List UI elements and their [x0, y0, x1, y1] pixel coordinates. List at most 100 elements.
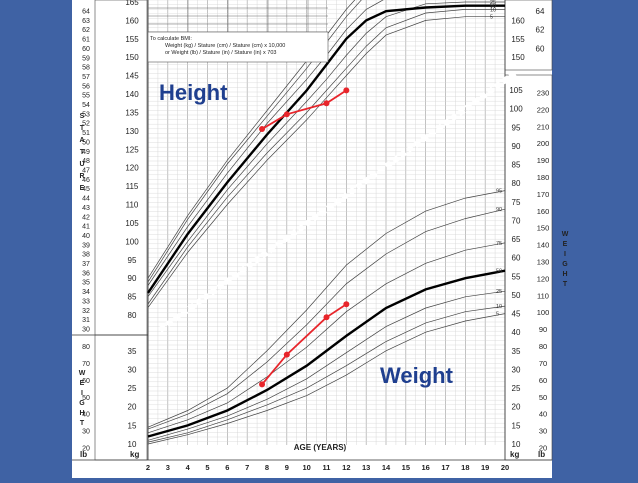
age-tick-label: 6: [225, 463, 229, 472]
stature-in-tick: 52: [82, 121, 90, 128]
stature-in-tick: 49: [82, 149, 90, 156]
stature-cm-tick: 100: [125, 237, 139, 246]
weight-percentile-label: 95: [496, 189, 502, 195]
lb-unit-left: lb: [80, 450, 87, 459]
stature-cm-tick-right: 155: [511, 35, 525, 44]
patient-stature-point: [283, 111, 290, 118]
weight-right-letter: E: [563, 241, 568, 248]
stature-cm-tick: 90: [128, 274, 137, 283]
right-stature-box: [504, 0, 553, 71]
weight-percentile-curves: [147, 190, 506, 445]
tick-labels: 2 3 4 5 6 7 8 9 10 11 12 13 14 15 16 17 18 19 203031323334…: [82, 0, 549, 472]
patient-stature-point: [259, 126, 266, 133]
weight-lb-tick: 80: [82, 344, 90, 351]
weight-kg-tick-right: 35: [512, 347, 521, 356]
stature-in-tick: 44: [82, 196, 90, 203]
stature-cm-tick: 165: [125, 0, 139, 7]
weight-left-letter: H: [79, 410, 84, 417]
stature-in-tick: 63: [82, 18, 90, 25]
weight-right-letter: T: [563, 281, 568, 288]
stature-in-tick: 40: [82, 233, 90, 240]
weight-curve-p25: [147, 290, 506, 441]
stature-cm-tick: 130: [125, 127, 139, 136]
stature-side-letter: U: [79, 161, 84, 168]
bmi-formula-lb: or Weight (lb) / Stature (in) / Stature …: [165, 50, 276, 56]
stature-in-tick: 37: [82, 261, 90, 268]
weight-kg-tick-right: 10: [512, 440, 521, 449]
stature-in-tick: 53: [82, 111, 90, 118]
patient-weight-point: [283, 351, 290, 358]
stature-side-letter: A: [79, 137, 84, 144]
weight-kg-tick-right: 95: [512, 123, 521, 132]
stature-percentile-label: 5: [490, 15, 493, 21]
weight-kg-tick: 35: [128, 347, 137, 356]
weight-left-letter: G: [79, 400, 85, 407]
weight-lb-tick: 40: [82, 412, 90, 419]
weight-kg-tick-right: 80: [512, 179, 521, 188]
stature-in-tick-right: 62: [536, 26, 545, 35]
age-tick-label: 12: [342, 463, 350, 472]
stature-cm-tick: 120: [125, 164, 139, 173]
stature-percentile-label: 10: [490, 7, 496, 13]
stature-curve-p95: [147, 0, 356, 279]
weight-percentile-label: 75: [496, 241, 502, 247]
stature-cm-tick: 125: [125, 145, 139, 154]
stature-curve-p90: [147, 0, 362, 283]
stature-curve-p25: [147, 1, 505, 297]
stature-in-tick: 58: [82, 65, 90, 72]
age-tick-label: 17: [441, 463, 449, 472]
stature-curve-p75: [147, 0, 384, 286]
stature-in-tick: 41: [82, 224, 90, 231]
age-axis-label: AGE (YEARS): [294, 443, 347, 452]
weight-left-letter: W: [79, 370, 86, 377]
stature-in-tick: 32: [82, 308, 90, 315]
weight-lb-tick-right: 230: [537, 89, 550, 98]
weight-percentile-label: 50: [496, 269, 502, 275]
stature-in-tick: 60: [82, 46, 90, 53]
weight-lb-tick-right: 140: [537, 241, 550, 250]
weight-lb-tick: 70: [82, 361, 90, 368]
weight-lb-tick-right: 110: [537, 291, 549, 300]
stature-side-letter: T: [80, 125, 85, 132]
stature-cm-tick: 105: [125, 219, 139, 228]
stature-cm-tick: 85: [128, 293, 137, 302]
stature-in-tick: 33: [82, 298, 90, 305]
age-tick-label: 3: [166, 463, 170, 472]
weight-kg-tick-right: 70: [512, 216, 521, 225]
weight-kg-tick-right: 60: [512, 254, 521, 263]
weight-lb-tick-right: 180: [537, 173, 550, 182]
weight-right-letter: I: [564, 251, 566, 258]
divider-line: [158, 70, 517, 333]
stature-in-tick: 35: [82, 280, 90, 287]
stature-in-tick: 61: [82, 37, 90, 44]
stature-cm-tick: 155: [125, 35, 139, 44]
age-tick-label: 19: [481, 463, 489, 472]
weight-kg-tick-right: 50: [512, 291, 521, 300]
weight-lb-tick-right: 190: [537, 156, 550, 165]
weight-lb-tick: 30: [82, 429, 90, 436]
height-label: Height: [159, 80, 228, 105]
weight-percentile-label: 25: [496, 289, 502, 295]
weight-left-letter: I: [81, 390, 83, 397]
stature-in-tick: 43: [82, 205, 90, 212]
stature-in-tick: 57: [82, 74, 90, 81]
stature-in-tick: 64: [82, 8, 90, 15]
weight-lb-tick-right: 160: [537, 207, 550, 216]
patient-measurements: [259, 87, 350, 388]
stature-curve-p10: [147, 9, 505, 305]
bmi-formula-kg: Weight (kg) / Stature (cm) / Stature (cm…: [165, 43, 285, 49]
weight-label: Weight: [380, 363, 454, 388]
patient-weight-point: [343, 301, 350, 308]
lb-unit-right: lb: [538, 450, 545, 459]
weight-percentile-label: 90: [496, 207, 502, 213]
weight-curve-p75: [147, 242, 506, 434]
age-tick-label: 20: [501, 463, 509, 472]
weight-lb-tick-right: 220: [537, 105, 550, 114]
weight-kg-tick-right: 55: [512, 272, 521, 281]
weight-kg-tick-right: 105: [509, 86, 523, 95]
weight-right-letter: H: [562, 271, 567, 278]
stature-curve-p50: [147, 4, 505, 294]
stature-cm-tick-right: 160: [511, 16, 525, 25]
stature-cm-tick: 160: [125, 16, 139, 25]
weight-kg-tick: 10: [128, 440, 137, 449]
